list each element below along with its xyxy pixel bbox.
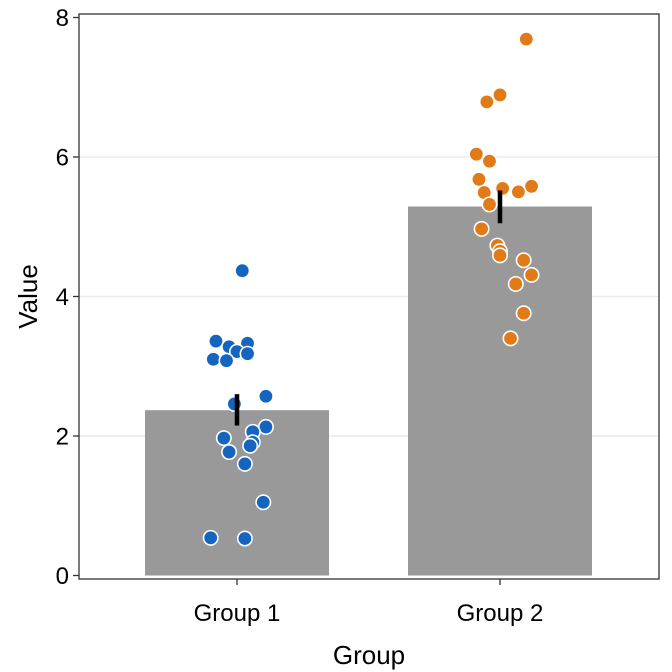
data-point: [491, 86, 508, 103]
data-point: [491, 247, 508, 264]
data-point: [202, 529, 219, 546]
data-point: [236, 530, 253, 547]
data-point: [478, 93, 495, 110]
data-point: [257, 418, 274, 435]
data-point: [523, 178, 540, 195]
x-tick-label: Group 2: [457, 600, 544, 627]
x-tick-label: Group 1: [194, 600, 281, 627]
data-point: [518, 31, 535, 48]
bar: [408, 206, 592, 576]
data-point: [218, 352, 235, 369]
y-axis-title: Value: [13, 264, 43, 329]
data-point: [502, 330, 519, 347]
data-point: [255, 494, 272, 511]
data-points: [202, 31, 540, 547]
data-point: [257, 388, 274, 405]
data-point: [234, 262, 251, 279]
data-point: [226, 395, 243, 412]
bars: [145, 206, 592, 576]
data-point: [205, 351, 222, 368]
data-point: [481, 153, 498, 170]
y-tick-label: 6: [56, 145, 69, 172]
data-point: [523, 266, 540, 283]
x-axis-title: Group: [333, 640, 405, 670]
bar: [145, 410, 329, 576]
data-point: [207, 333, 224, 350]
error-bars: [234, 190, 503, 426]
data-point: [473, 220, 490, 237]
data-point: [468, 146, 485, 163]
data-point: [242, 437, 259, 454]
data-point: [494, 180, 511, 197]
data-point: [515, 305, 532, 322]
data-point: [221, 444, 238, 461]
data-point: [215, 430, 232, 447]
data-point: [470, 171, 487, 188]
data-point: [510, 183, 527, 200]
y-tick-label: 4: [56, 284, 69, 311]
data-point: [236, 455, 253, 472]
data-point: [515, 252, 532, 269]
y-tick-label: 8: [56, 5, 69, 32]
y-tick-label: 0: [56, 563, 69, 590]
y-tick-label: 2: [56, 424, 69, 451]
data-point: [481, 196, 498, 213]
y-axis: 0 2 4 6 8: [56, 5, 79, 590]
data-point: [239, 345, 256, 362]
x-axis: Group 1 Group 2: [194, 579, 544, 627]
data-point: [507, 275, 524, 292]
